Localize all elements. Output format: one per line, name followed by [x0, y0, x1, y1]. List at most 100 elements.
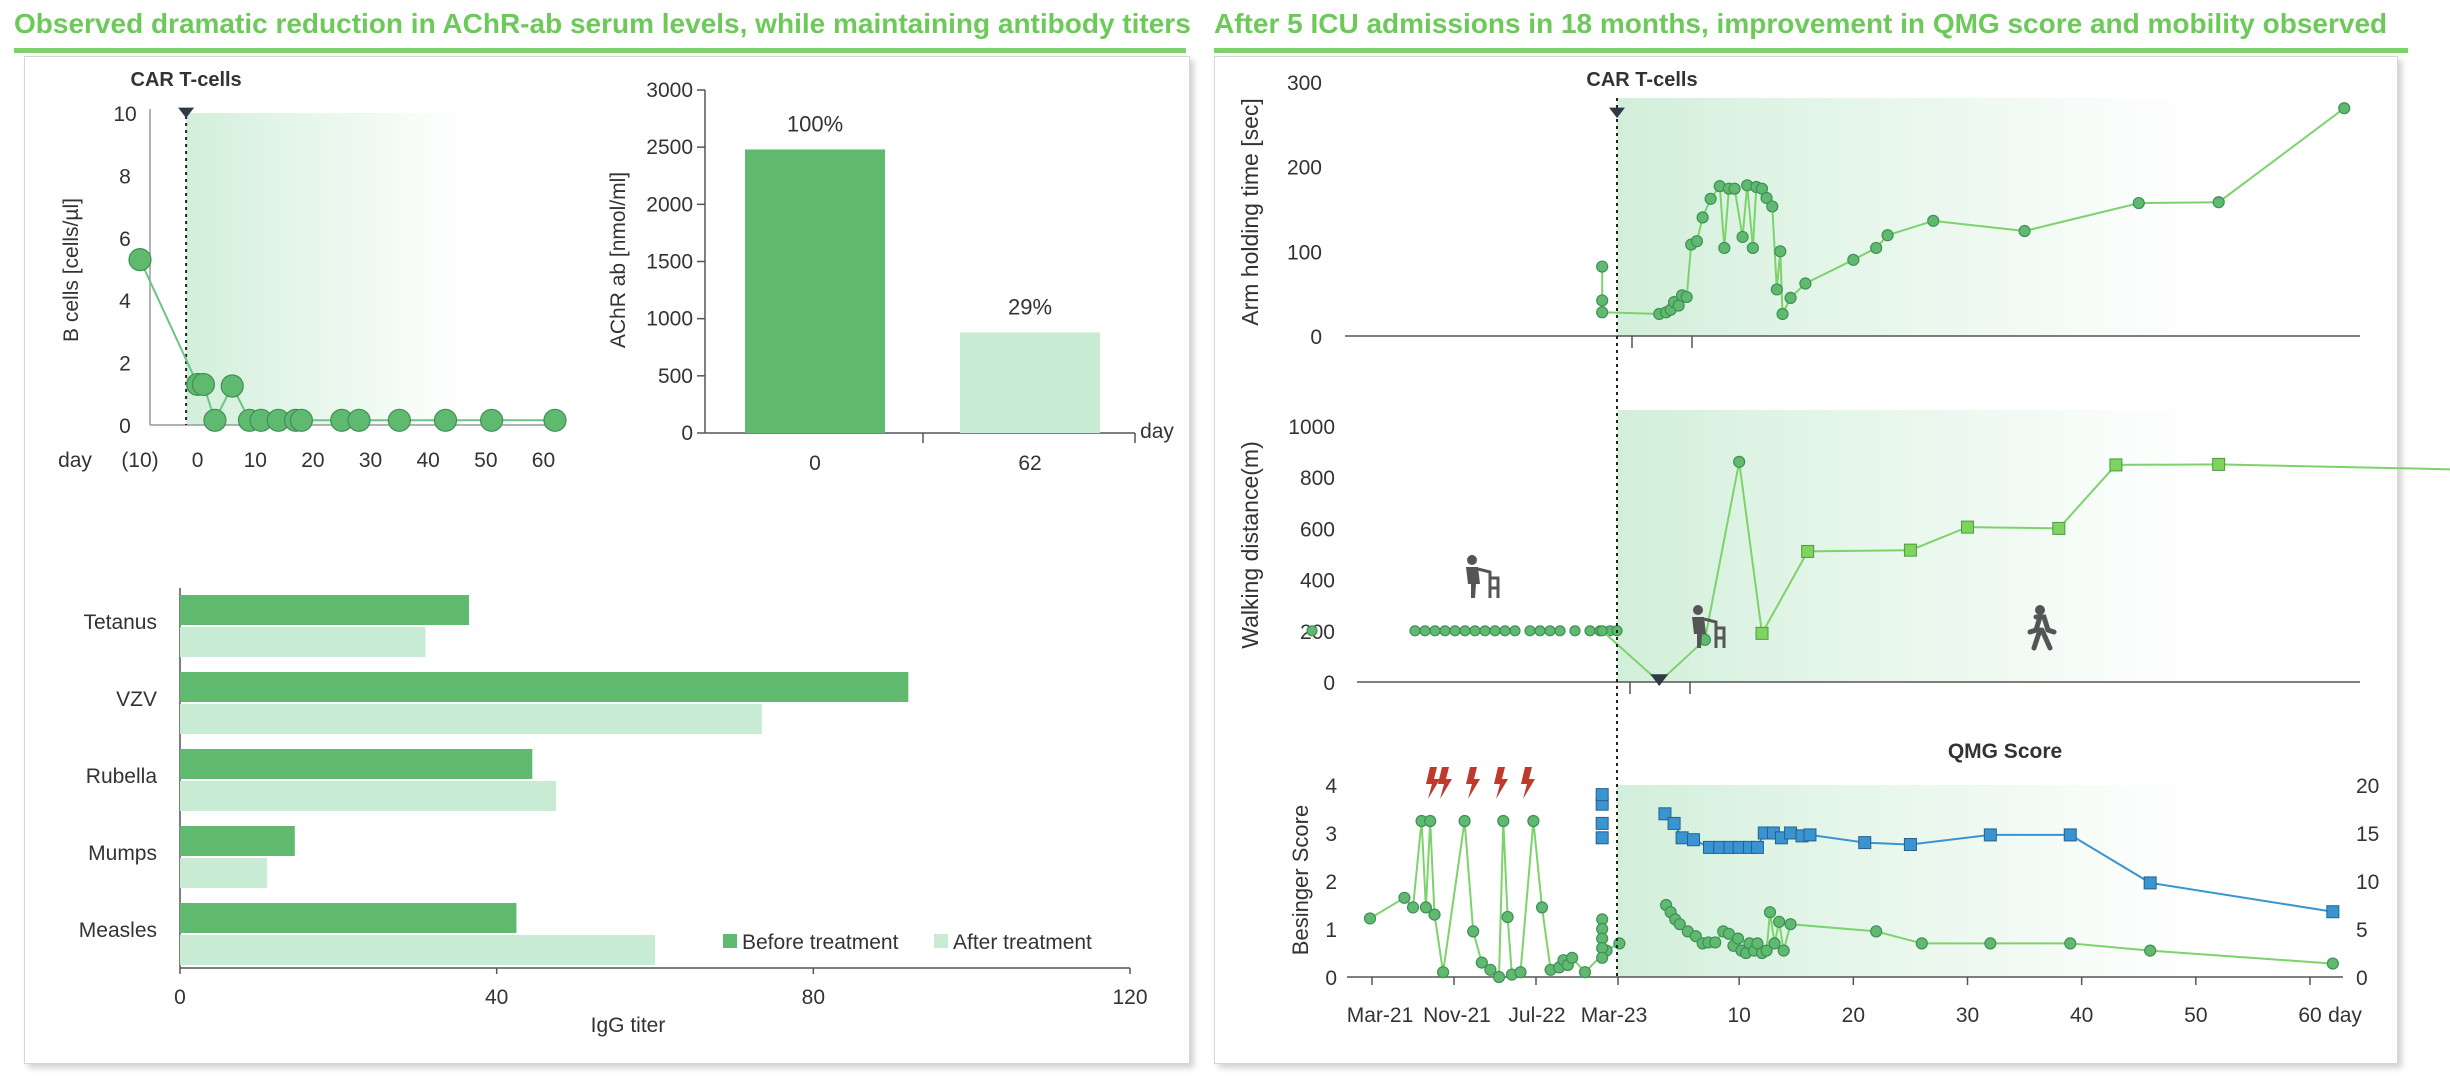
walk-pre-data-point	[1469, 625, 1481, 637]
walker-frame	[1703, 617, 1726, 648]
qmg-score-point	[1750, 840, 1764, 854]
walk-data-point-square	[2109, 458, 2123, 472]
qmg-left-y-tick-label: 0	[1325, 967, 1337, 990]
qmg-score-point	[2143, 876, 2157, 890]
car-t-marker-right	[1609, 107, 1625, 118]
bcells-data-point	[387, 408, 411, 432]
igg-category-label: VZV	[116, 688, 157, 711]
qmg-right-y-tick-label: 15	[2356, 823, 2379, 846]
qmg-besinger-pre-point	[1613, 937, 1626, 950]
qmg-y-axis-label: Besinger Score	[1288, 805, 1313, 955]
qmg-besinger-post-point	[2326, 957, 2339, 970]
qmg-besinger-pre-point	[1514, 966, 1527, 979]
walk-treatment-band	[1617, 410, 2277, 682]
right-title-rule	[1214, 48, 2408, 53]
igg-bar-after	[180, 858, 268, 888]
arm-data-point	[1728, 182, 1741, 195]
bcells-data-point	[191, 372, 216, 397]
arm-data-point	[1774, 245, 1787, 258]
walk-pre-data-point	[1439, 625, 1451, 637]
arm-data-point	[1799, 277, 1812, 290]
qmg-score-point	[1687, 833, 1700, 847]
igg-x-tick-label: 80	[802, 986, 825, 1009]
qmg-x-tick-label-pre: Nov-21	[1423, 1004, 1491, 1027]
walk-pre-data-point	[1524, 625, 1536, 637]
arm-data-point	[1766, 200, 1779, 213]
achr-y-axis-label: AChR ab [nmol/ml]	[607, 172, 630, 348]
walk-pre-data-point	[1429, 625, 1441, 637]
qmg-score-point	[2063, 828, 2077, 842]
qmg-left-y-tick-label: 4	[1325, 775, 1337, 798]
igg-bar-before	[180, 903, 517, 933]
igg-bar-before	[180, 595, 469, 625]
walk-min-marker	[1650, 674, 1669, 686]
igg-bar-before	[180, 826, 295, 856]
qmg-besinger-post-point	[1709, 936, 1722, 949]
qmg-besinger-post-point	[2144, 944, 2157, 957]
walk-pre-data-point	[1489, 625, 1501, 637]
qmg-besinger-post-point	[1673, 918, 1686, 931]
igg-legend-swatch-after	[934, 934, 948, 948]
walk-y-tick-label: 1000	[1288, 416, 1335, 439]
bcells-x-tick-label: 40	[417, 449, 440, 472]
bcells-data-point	[128, 248, 152, 272]
arm-data-point	[2018, 224, 2031, 238]
qmg-score-point	[1658, 807, 1672, 821]
walk-pre-data-point	[1584, 625, 1596, 637]
achr-bar	[745, 149, 885, 433]
arm-car-t-label: CAR T-cells	[1586, 69, 1697, 91]
bcells-x-tick-label: 30	[359, 449, 382, 472]
icu-admission-lightning-icon	[1466, 767, 1480, 799]
bcells-y-tick-label: 6	[119, 228, 131, 251]
bcells-y-axis-label: B cells [cells/µl]	[60, 198, 83, 342]
achr-y-tick-label: 2500	[646, 136, 693, 159]
arm-data-point	[2132, 196, 2145, 210]
arm-y-tick-label: 0	[1310, 326, 1322, 349]
bcells-y-tick-label: 8	[119, 165, 131, 188]
qmg-score-pre-point	[1595, 831, 1609, 845]
qmg-besinger-pre-point	[1475, 956, 1488, 969]
left-panel-title: Observed dramatic reduction in AChR-ab s…	[14, 8, 1191, 39]
qmg-besinger-pre-point	[1492, 970, 1506, 984]
walk-pre-data-point	[1459, 625, 1471, 637]
qmg-left-y-tick-label: 1	[1325, 919, 1337, 942]
person-head	[1693, 605, 1703, 615]
walk-y-tick-label: 0	[1323, 672, 1335, 695]
arm-y-tick-label: 200	[1287, 157, 1322, 180]
arm-data-point	[1881, 229, 1894, 242]
qmg-besinger-post-point	[1777, 944, 1790, 957]
bcells-y-tick-label: 4	[119, 290, 131, 313]
arm-data-point	[2212, 196, 2225, 209]
person-head	[1467, 555, 1477, 565]
qmg-score-point	[1784, 826, 1798, 840]
arm-data-point	[1596, 306, 1609, 319]
bcells-y-tick-label: 0	[119, 415, 131, 438]
bcells-x-tick-label: 0	[192, 449, 204, 472]
achr-y-tick-label: 1500	[646, 251, 693, 274]
bcells-data-point	[220, 374, 244, 398]
igg-bar-after	[180, 935, 655, 965]
walking-person-icon	[2027, 605, 2057, 651]
qmg-besinger-post-point	[2064, 937, 2077, 950]
qmg-score-point	[1903, 838, 1917, 852]
qmg-score-pre-point	[1595, 816, 1609, 830]
walker-frame	[1477, 567, 1500, 598]
walker-icon	[1692, 605, 1726, 648]
walk-pre-data-point	[1449, 625, 1461, 637]
qmg-besinger-post-point	[1915, 937, 1928, 950]
arm-data-point	[1696, 211, 1709, 224]
qmg-x-tick-label-post: 40	[2070, 1004, 2093, 1027]
qmg-score-point	[1675, 831, 1689, 845]
walk-pre-data-point	[1306, 625, 1318, 637]
bcells-data-point	[479, 408, 504, 432]
qmg-score-point	[1803, 828, 1817, 842]
qmg-besinger-pre-point	[1578, 966, 1592, 979]
achr-y-tick-label: 1000	[646, 308, 693, 331]
qmg-x-unit-label: day	[2328, 1004, 2362, 1027]
qmg-treatment-band	[1617, 785, 2277, 977]
arm-data-point	[1746, 241, 1759, 255]
qmg-besinger-pre-point	[1467, 925, 1480, 938]
icu-admission-lightning-icon	[1426, 767, 1440, 799]
qmg-besinger-pre-point	[1398, 891, 1411, 904]
